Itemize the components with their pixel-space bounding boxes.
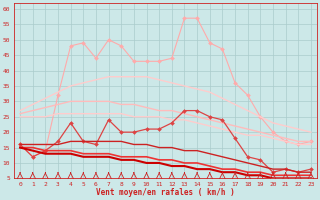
- X-axis label: Vent moyen/en rafales ( km/h ): Vent moyen/en rafales ( km/h ): [96, 188, 235, 197]
